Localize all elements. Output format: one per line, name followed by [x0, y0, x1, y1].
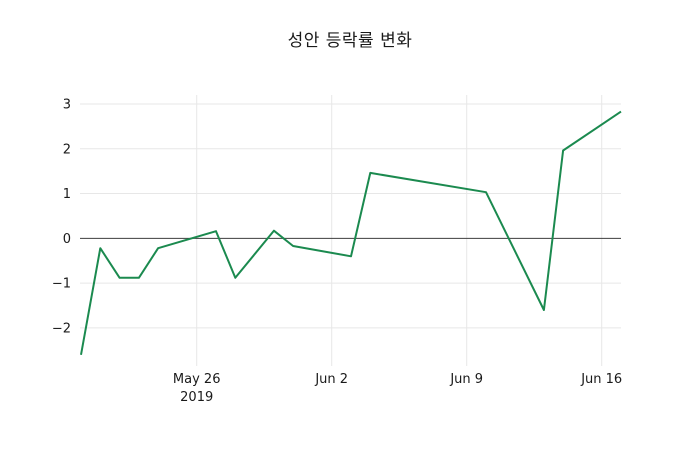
x-tick-label: Jun 16 [580, 372, 622, 387]
y-tick-label: 0 [63, 232, 71, 247]
series-line [80, 110, 622, 355]
x-tick-label: Jun 2 [314, 372, 348, 387]
chart-title: 성안 등락률 변화 [287, 31, 413, 51]
y-tick-label: −2 [52, 321, 71, 336]
y-tick-label: 1 [63, 187, 71, 202]
y-tick-label: 2 [63, 142, 71, 157]
x-tick-label: Jun 9 [449, 372, 483, 387]
x-tick-label: May 26 [173, 372, 221, 387]
x-tick-year-label: 2019 [180, 390, 213, 405]
y-tick-label: 3 [63, 97, 71, 112]
y-tick-label: −1 [52, 277, 71, 292]
